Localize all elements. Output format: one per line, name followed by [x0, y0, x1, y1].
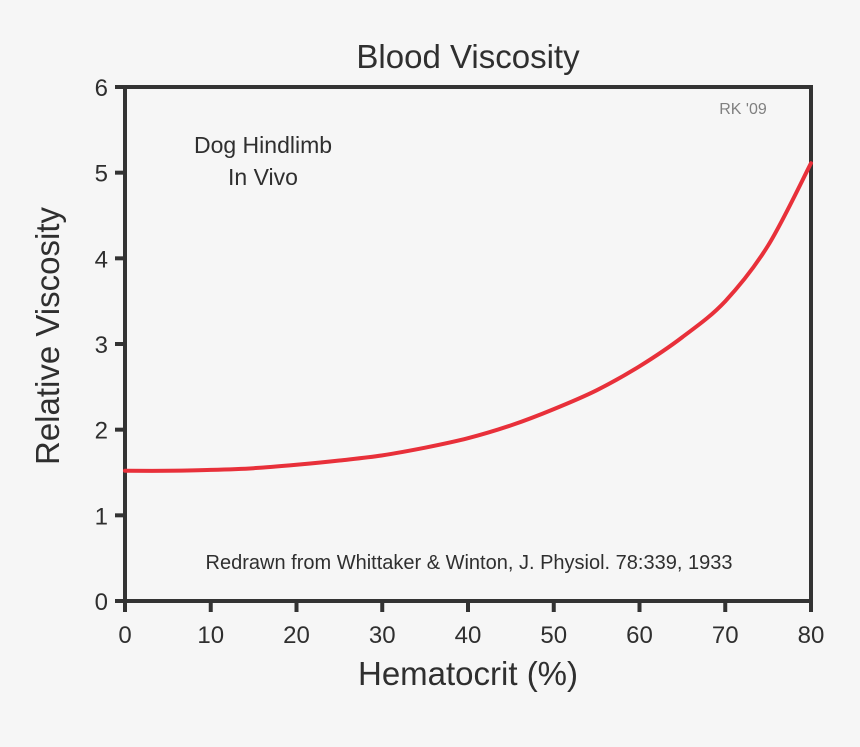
x-axis-label: Hematocrit (%) [358, 655, 578, 692]
x-tick-label: 0 [118, 622, 131, 649]
y-tick-label: 4 [95, 246, 108, 273]
annotation-in-vivo: In Vivo [228, 164, 298, 190]
x-tick-label: 50 [540, 622, 567, 649]
x-tick-label: 70 [712, 622, 739, 649]
x-tick-label: 80 [798, 622, 825, 649]
x-tick-label: 30 [369, 622, 396, 649]
annotation-dog-hindlimb: Dog Hindlimb [194, 132, 332, 158]
x-tick-label: 10 [197, 622, 224, 649]
y-tick-label: 6 [95, 75, 108, 102]
x-tick-label: 20 [283, 622, 310, 649]
y-tick-label: 1 [95, 503, 108, 530]
chart-title: Blood Viscosity [356, 38, 580, 75]
x-tick-label: 40 [455, 622, 482, 649]
y-tick-label: 3 [95, 332, 108, 359]
signature-rk09: RK '09 [719, 101, 767, 118]
viscosity-curve [123, 161, 813, 473]
x-axis-ticks: 0 10 20 30 40 50 60 70 80 [118, 601, 824, 649]
y-tick-label: 5 [95, 161, 108, 188]
citation-text: Redrawn from Whittaker & Winton, J. Phys… [206, 552, 733, 574]
y-axis-label: Relative Viscosity [29, 207, 66, 465]
y-tick-label: 2 [95, 418, 108, 445]
x-tick-label: 60 [626, 622, 653, 649]
y-axis-ticks: 0 1 2 3 4 5 6 [95, 75, 125, 616]
y-tick-label: 0 [95, 589, 108, 616]
